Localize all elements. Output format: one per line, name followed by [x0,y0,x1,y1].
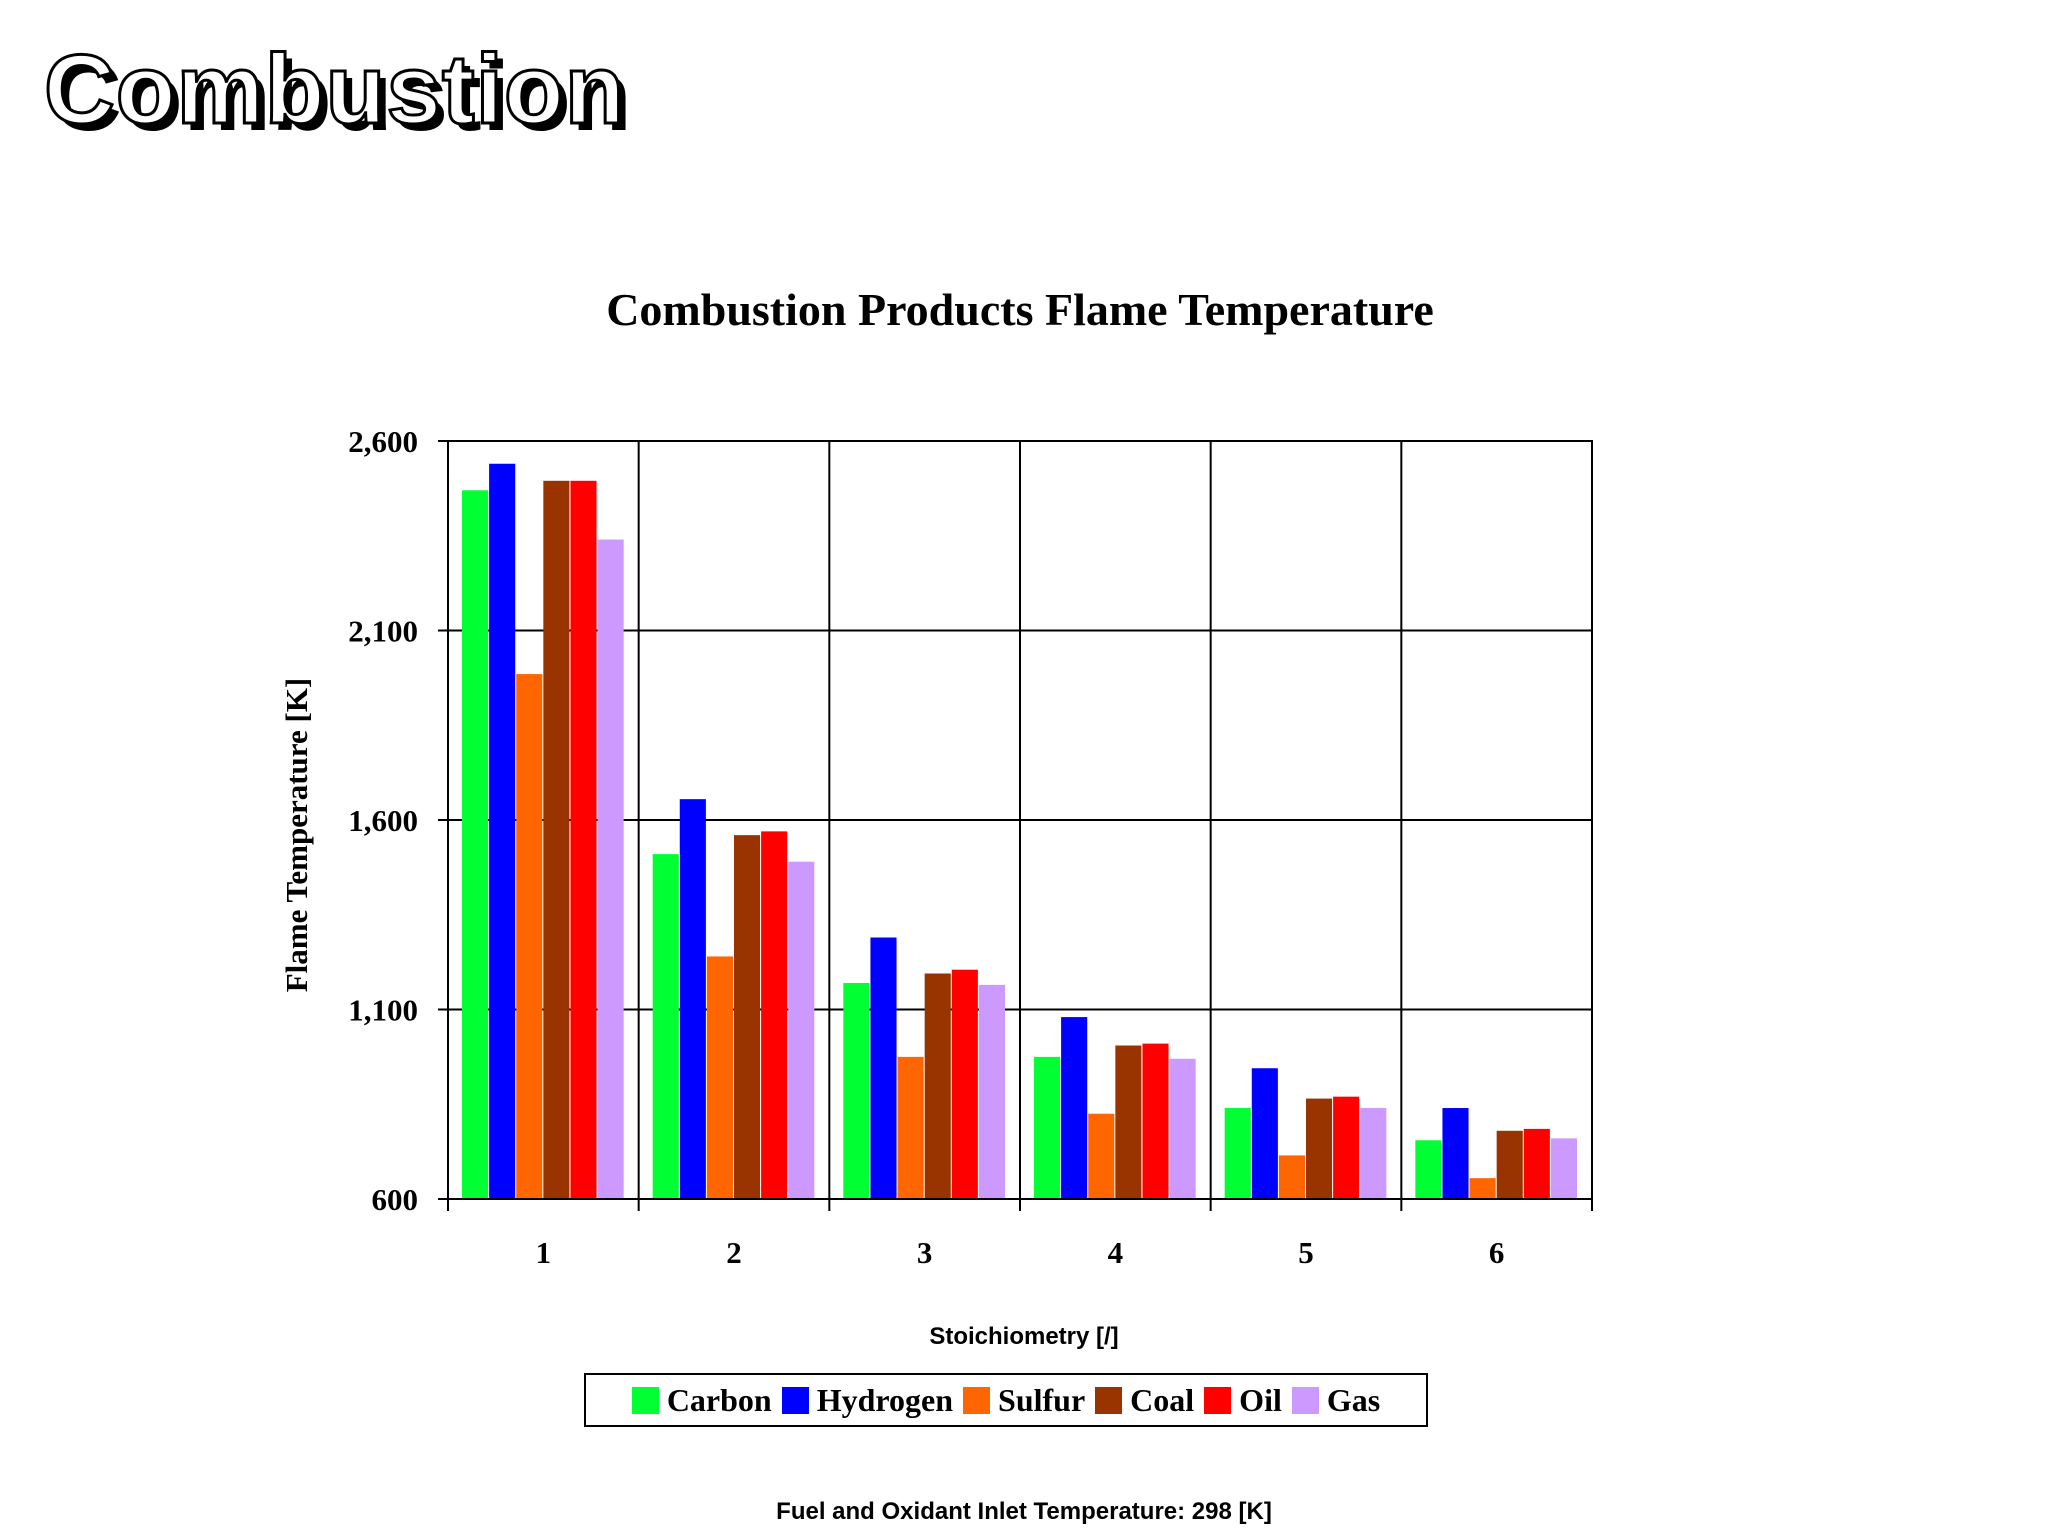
bar-sulfur [706,956,733,1199]
chart-legend: Carbon Hydrogen Sulfur Coal Oil Gas [584,1373,1428,1427]
bar-coal [1496,1130,1523,1199]
bar-hydrogen [870,937,897,1199]
chart-title: Combustion Products Flame Temperature [606,284,1434,335]
bar-sulfur [1088,1113,1115,1199]
bar-coal [734,835,761,1199]
bar-sulfur [516,674,543,1199]
legend-item: Coal [1095,1382,1194,1419]
legend-label: Gas [1326,1381,1381,1418]
bar-oil [951,969,978,1199]
bar-gas [597,539,624,1199]
legend-swatch [1204,1386,1232,1414]
legend-label: Hydrogen [816,1381,954,1418]
y-tick-label: 1,600 [348,803,418,838]
legend-swatch [1095,1386,1123,1414]
bar-oil [1333,1096,1360,1199]
x-tick-label: 5 [1298,1235,1314,1270]
legend-swatch [963,1386,991,1414]
bar-hydrogen [1251,1068,1278,1199]
y-tick-label: 600 [372,1182,419,1217]
legend-swatch [631,1386,659,1414]
y-tick-label: 1,100 [348,993,418,1028]
legend-item: Hydrogen [781,1381,954,1419]
bar-hydrogen [1061,1017,1088,1199]
bar-carbon [1034,1056,1061,1199]
x-tick-label: 3 [917,1235,933,1270]
x-tick-label: 2 [726,1235,742,1270]
legend-swatch [781,1386,809,1414]
x-tick-label: 6 [1489,1235,1505,1270]
legend-item: Oil [1204,1382,1282,1419]
x-axis-label: Stoichiometry [/] [929,1323,1119,1350]
bar-carbon [843,982,870,1199]
axis-ticks: 600 1,100 1,600 2,100 2,600 1 2 3 4 5 6 [348,424,1593,1270]
bar-hydrogen [679,799,706,1199]
bar-gas [978,984,1005,1199]
bar-carbon [1224,1108,1251,1199]
bar-coal [1115,1045,1142,1199]
bar-gas [1550,1138,1577,1199]
x-tick-label: 1 [536,1235,552,1270]
bar-sulfur [897,1056,924,1199]
legend-item: Sulfur [963,1382,1085,1419]
legend-label: Sulfur [998,1381,1086,1418]
bars [462,463,1577,1199]
bar-oil [761,831,788,1199]
y-tick-label: 2,100 [348,614,418,649]
bar-sulfur [1278,1155,1305,1199]
bar-gas [788,861,815,1199]
bar-oil [1523,1128,1550,1199]
legend-label: Carbon [666,1381,772,1418]
bar-carbon [1415,1140,1442,1199]
footnote: Fuel and Oxidant Inlet Temperature: 298 … [776,1498,1272,1525]
legend-label: Oil [1239,1381,1282,1418]
legend-item: Gas [1291,1381,1381,1419]
bar-coal [543,480,570,1199]
y-tick-label: 2,600 [348,424,418,459]
legend-item: Carbon [631,1381,772,1419]
bar-coal [1306,1098,1333,1199]
bar-gas [1169,1058,1196,1199]
bar-gas [1360,1108,1387,1199]
bar-hydrogen [489,463,516,1199]
legend-swatch [1291,1386,1319,1414]
bar-hydrogen [1442,1108,1469,1199]
bar-oil [570,480,597,1199]
bar-carbon [462,490,489,1199]
bar-carbon [652,854,679,1199]
y-axis-label: Flame Temperature [K] [279,678,314,993]
bar-coal [924,973,951,1199]
legend-label: Coal [1130,1381,1195,1418]
bar-oil [1142,1043,1169,1199]
slide-title: Combustion [43,34,627,144]
bar-sulfur [1469,1178,1496,1199]
x-tick-label: 4 [1108,1235,1124,1270]
